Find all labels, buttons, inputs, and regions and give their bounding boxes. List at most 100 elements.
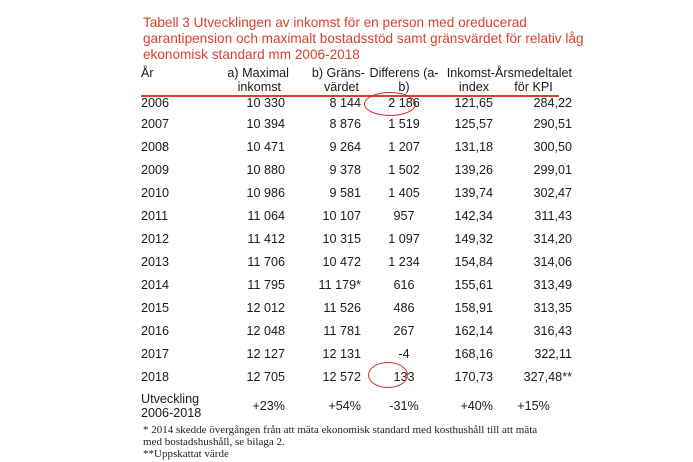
header-year: År	[141, 66, 154, 80]
cell-threshold: 10 472	[322, 254, 361, 269]
cell-max-income: 10 394	[246, 116, 285, 131]
cell-threshold: 9 581	[329, 185, 361, 200]
cell-max-income: 11 706	[247, 254, 285, 269]
cell-threshold: 8 144	[329, 96, 361, 110]
cell-income-index: 131,18	[454, 139, 493, 154]
table-row: 2013 11 706 10 472 1 234 154,84 314,06	[141, 250, 578, 273]
cell-kpi: 302,47	[533, 185, 572, 200]
table-row: 2012 11 412 10 315 1 097 149,32 314,20	[141, 227, 578, 250]
cell-difference: -4	[398, 346, 410, 361]
table-body: 2006 10 330 8 144 2 186 121,65 284,22 2007 10 3…	[141, 96, 578, 388]
cell-difference: 267	[393, 323, 415, 338]
summary-threshold: +54%	[328, 399, 361, 413]
cell-income-index: 149,32	[454, 231, 493, 246]
table-row: 2015 12 012 11 526 486 158,91 313,35	[141, 296, 578, 319]
table-row: 2006 10 330 8 144 2 186 121,65 284,22	[141, 96, 578, 112]
cell-threshold: 11 526	[323, 300, 361, 315]
cell-year: 2016	[141, 323, 170, 338]
cell-max-income: 12 012	[246, 300, 285, 315]
cell-year: 2018	[141, 369, 170, 384]
summary-row: Utveckling 2006-2018 +23% +54% -31% +40%…	[141, 388, 578, 420]
cell-threshold: 12 131	[322, 346, 361, 361]
cell-threshold: 9 264	[329, 139, 361, 154]
cell-threshold: 12 572	[322, 369, 361, 384]
footnotes: * 2014 skedde övergången från att mäta e…	[143, 424, 537, 460]
cell-max-income: 10 880	[246, 162, 285, 177]
header-rule	[141, 95, 559, 97]
cell-difference: 1 207	[388, 139, 420, 154]
cell-year: 2006	[141, 96, 170, 110]
cell-kpi: 313,35	[533, 300, 572, 315]
handdrawn-circle-2006-diff	[364, 92, 416, 116]
header-income-index: Inkomst- index	[446, 66, 495, 94]
cell-year: 2007	[141, 116, 170, 131]
cell-max-income: 12 127	[246, 346, 285, 361]
cell-kpi: 313,49	[533, 277, 572, 292]
cell-kpi: 299,01	[533, 162, 572, 177]
footnote-2: **Uppskattat värde	[143, 448, 229, 460]
footnote-1-cont: med bostadshushåll, se bilaga 2.	[143, 436, 285, 448]
cell-kpi: 290,51	[533, 116, 572, 131]
cell-threshold: 8 876	[329, 116, 361, 131]
cell-income-index: 168,16	[454, 346, 493, 361]
cell-year: 2012	[141, 231, 170, 246]
table-summary: Utveckling 2006-2018 +23% +54% -31% +40%…	[141, 388, 578, 420]
summary-kpi: +15%	[517, 399, 550, 413]
table-title: Tabell 3 Utvecklingen av inkomst för en …	[143, 15, 613, 63]
cell-kpi: 327,48**	[523, 369, 572, 384]
title-line-1: Tabell 3 Utvecklingen av inkomst för en …	[143, 15, 527, 30]
cell-max-income: 10 330	[246, 96, 285, 110]
cell-year: 2010	[141, 185, 170, 200]
title-line-3: ekonomisk standard mm 2006-2018	[143, 47, 360, 62]
data-table: År a) Maximal inkomst b) Gräns- värdet D…	[141, 66, 578, 420]
cell-threshold: 10 107	[322, 208, 361, 223]
cell-income-index: 139,26	[454, 162, 493, 177]
cell-year: 2014	[141, 277, 170, 292]
cell-kpi: 300,50	[533, 139, 572, 154]
table-row: 2011 11 064 10 107 957 142,34 311,43	[141, 204, 578, 227]
cell-year: 2017	[141, 346, 170, 361]
cell-kpi: 316,43	[533, 323, 572, 338]
cell-difference: 1 405	[388, 185, 420, 200]
table-row: 2007 10 394 8 876 1 519 125,57 290,51	[141, 112, 578, 135]
cell-threshold: 9 378	[329, 162, 361, 177]
cell-max-income: 11 064	[247, 208, 285, 223]
title-line-2: garantipension och maximalt bostadsstöd …	[143, 31, 584, 46]
header-threshold: b) Gräns- värdet	[311, 66, 365, 94]
cell-year: 2009	[141, 162, 170, 177]
cell-income-index: 162,14	[454, 323, 493, 338]
footnote-1: * 2014 skedde övergången från att mäta e…	[143, 424, 538, 436]
table-row: 2009 10 880 9 378 1 502 139,26 299,01	[141, 158, 578, 181]
cell-income-index: 142,34	[454, 208, 493, 223]
header-difference: Differens (a- b)	[369, 66, 439, 94]
cell-threshold: 11 179*	[318, 277, 362, 292]
table-row: 2018 12 705 12 572 133 170,73 327,48**	[141, 365, 578, 388]
cell-difference: 1 502	[388, 162, 420, 177]
cell-difference: 616	[393, 277, 415, 292]
cell-max-income: 11 795	[247, 277, 285, 292]
cell-threshold: 11 781	[323, 323, 361, 338]
cell-kpi: 314,06	[533, 254, 572, 269]
table-row: 2008 10 471 9 264 1 207 131,18 300,50	[141, 135, 578, 158]
cell-income-index: 154,84	[454, 254, 493, 269]
cell-year: 2008	[141, 139, 170, 154]
cell-kpi: 314,20	[533, 231, 572, 246]
cell-max-income: 12 048	[246, 323, 285, 338]
cell-kpi: 284,22	[533, 96, 572, 110]
cell-max-income: 11 412	[247, 231, 285, 246]
cell-difference: 957	[393, 208, 415, 223]
cell-income-index: 170,73	[454, 369, 493, 384]
summary-label: Utveckling 2006-2018	[141, 392, 202, 420]
cell-income-index: 125,57	[454, 116, 493, 131]
cell-income-index: 158,91	[454, 300, 493, 315]
cell-year: 2011	[141, 208, 169, 223]
summary-difference: -31%	[389, 399, 419, 413]
cell-max-income: 12 705	[246, 369, 285, 384]
table-row: 2017 12 127 12 131 -4 168,16 322,11	[141, 342, 578, 365]
cell-year: 2015	[141, 300, 170, 315]
cell-threshold: 10 315	[322, 231, 361, 246]
cell-max-income: 10 471	[246, 139, 285, 154]
cell-difference: 1 519	[388, 116, 420, 131]
summary-index: +40%	[460, 399, 493, 413]
table-row: 2010 10 986 9 581 1 405 139,74 302,47	[141, 181, 578, 204]
